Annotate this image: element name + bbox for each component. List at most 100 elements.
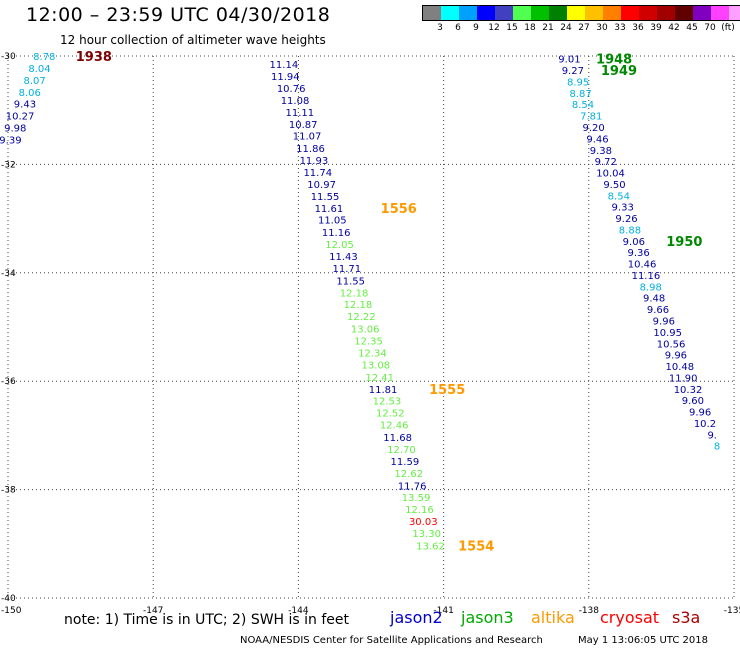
scale-label: (ft) bbox=[721, 23, 735, 33]
data-point: 9.27 bbox=[562, 66, 584, 77]
data-point: 12.22 bbox=[347, 312, 376, 323]
data-point: 12.62 bbox=[394, 469, 423, 480]
legend-entry-jason2: jason2 bbox=[390, 608, 443, 627]
data-point: 11.16 bbox=[632, 271, 661, 282]
data-point: 10.95 bbox=[653, 328, 682, 339]
data-point: 12.52 bbox=[376, 409, 405, 420]
data-point: 9.01 bbox=[558, 55, 580, 66]
data-point: 11.55 bbox=[336, 276, 365, 287]
data-point: 11.14 bbox=[270, 60, 299, 71]
y-tick-label: -40 bbox=[1, 594, 16, 604]
data-point: 10.87 bbox=[289, 120, 318, 131]
data-point: 11.55 bbox=[311, 192, 340, 203]
data-point: 12.18 bbox=[344, 300, 373, 311]
data-point: 9.39 bbox=[0, 135, 22, 146]
x-tick-label: -147 bbox=[143, 606, 163, 616]
data-point: 9.38 bbox=[590, 146, 612, 157]
scale-swatch bbox=[549, 6, 567, 20]
scale-swatch bbox=[657, 6, 675, 20]
legend-entry-s3a: s3a bbox=[672, 608, 701, 627]
data-point: 10.97 bbox=[307, 180, 336, 191]
data-point: 8.07 bbox=[23, 76, 45, 87]
scale-label: 39 bbox=[650, 23, 662, 33]
scale-label: 9 bbox=[473, 23, 479, 33]
y-tick-label: -30 bbox=[1, 52, 16, 62]
scale-label: 30 bbox=[596, 23, 608, 33]
data-point: 9.96 bbox=[665, 351, 687, 362]
data-point: 11.61 bbox=[315, 204, 344, 215]
data-point: 13.30 bbox=[412, 529, 441, 540]
credit-text: NOAA/NESDIS Center for Satellite Applica… bbox=[240, 635, 543, 646]
data-point: 12.18 bbox=[340, 288, 369, 299]
data-point: 10.76 bbox=[277, 84, 306, 95]
scale-label: 27 bbox=[578, 23, 590, 33]
scale-label: 15 bbox=[506, 23, 518, 33]
scale-swatch bbox=[621, 6, 639, 20]
data-point: 11.93 bbox=[300, 156, 329, 167]
data-point: 11.94 bbox=[271, 72, 300, 83]
data-point: 13.62 bbox=[416, 541, 445, 552]
data-point: 9. bbox=[707, 430, 717, 441]
color-scale: 3 6 9 12 15 18 21 24 27 30 33 36 39 42 45 70 (ft) bbox=[422, 5, 740, 35]
y-tick-label: -34 bbox=[1, 269, 16, 279]
data-point: 10.48 bbox=[665, 362, 694, 373]
time-label: 1555 bbox=[429, 383, 465, 398]
data-point: 9.36 bbox=[628, 248, 650, 259]
data-point: 9.48 bbox=[643, 294, 665, 305]
data-point: 9.06 bbox=[623, 237, 645, 248]
scale-swatch bbox=[585, 6, 603, 20]
data-point: 12.35 bbox=[354, 337, 383, 348]
data-point: 11.86 bbox=[296, 144, 325, 155]
page-title: 12:00 – 23:59 UTC 04/30/2018 bbox=[26, 4, 331, 26]
data-point: 8.95 bbox=[567, 77, 589, 88]
data-point: 11.74 bbox=[303, 168, 332, 179]
scale-label: 70 bbox=[704, 23, 716, 33]
x-tick-label: -150 bbox=[1, 606, 22, 616]
data-point: 10.32 bbox=[674, 385, 703, 396]
data-point: 8 bbox=[714, 442, 720, 453]
data-point: 11.76 bbox=[398, 481, 427, 492]
scale-swatch bbox=[639, 6, 657, 20]
data-point: 9.60 bbox=[682, 396, 704, 407]
data-point: 12.16 bbox=[405, 505, 434, 516]
data-point: 9.20 bbox=[583, 123, 605, 134]
data-point: 9.43 bbox=[14, 100, 36, 111]
data-point: 8.54 bbox=[608, 191, 630, 202]
data-point: 12.41 bbox=[365, 373, 394, 384]
scale-swatch bbox=[603, 6, 621, 20]
data-point: 9.96 bbox=[689, 408, 711, 419]
y-tick-label: -38 bbox=[1, 486, 16, 496]
data-point: 11.07 bbox=[293, 132, 322, 143]
x-tick-label: -135 bbox=[724, 606, 740, 616]
data-point: 12.46 bbox=[380, 421, 409, 432]
time-label: 1554 bbox=[458, 539, 494, 554]
data-point: 11.90 bbox=[669, 373, 698, 384]
scale-label: 42 bbox=[668, 23, 680, 33]
data-point: 10.46 bbox=[628, 260, 657, 271]
data-point: 9.26 bbox=[615, 214, 637, 225]
scale-swatch bbox=[675, 6, 693, 20]
y-tick-label: -32 bbox=[1, 160, 16, 170]
scale-swatch bbox=[495, 6, 513, 20]
data-point: 8.87 bbox=[569, 89, 591, 100]
data-point: 8.54 bbox=[572, 100, 594, 111]
scale-label: 36 bbox=[632, 23, 644, 33]
data-point: 13.06 bbox=[351, 325, 380, 336]
scale-swatch bbox=[729, 6, 740, 20]
scale-swatch bbox=[693, 6, 711, 20]
data-point: 11.08 bbox=[281, 96, 310, 107]
timestamp-text: May 1 13:06:05 UTC 2018 bbox=[578, 635, 708, 646]
data-point: 8.06 bbox=[19, 88, 41, 99]
data-point: 11.11 bbox=[286, 108, 315, 119]
scale-swatch bbox=[531, 6, 549, 20]
scale-swatch bbox=[459, 6, 477, 20]
data-point: 11.16 bbox=[322, 228, 351, 239]
data-point: 13.08 bbox=[362, 360, 391, 371]
x-tick-label: -141 bbox=[433, 606, 453, 616]
scale-label: 3 bbox=[437, 23, 443, 33]
scale-swatch bbox=[477, 6, 495, 20]
time-label: 1556 bbox=[381, 202, 417, 217]
data-point: 7.81 bbox=[580, 112, 602, 123]
data-point: 10.27 bbox=[6, 112, 35, 123]
